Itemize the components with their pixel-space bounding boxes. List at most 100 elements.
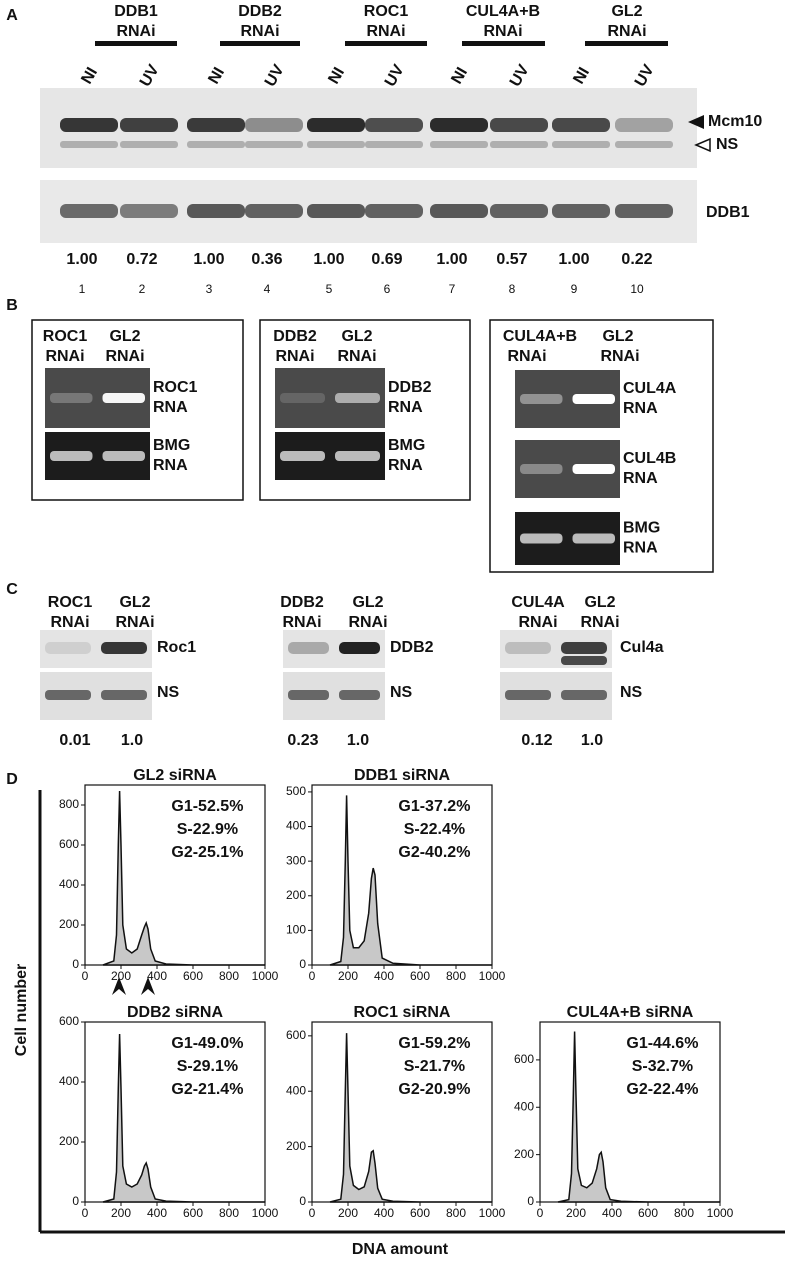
band (365, 118, 423, 132)
plot-frame (311, 1021, 493, 1203)
histogram-curve (102, 1033, 265, 1203)
header-label: DDB2 (273, 328, 317, 345)
plot-frame (539, 1021, 721, 1203)
x-tick-label: 200 (111, 1206, 131, 1220)
cell-cycle-stat: G2-40.2% (398, 844, 470, 861)
band (552, 118, 610, 132)
x-tick-label: 400 (147, 1206, 167, 1220)
gel-band (280, 451, 325, 461)
x-tick-label: 200 (111, 969, 131, 983)
band (490, 118, 548, 132)
gel-band (572, 533, 615, 544)
band (490, 141, 548, 148)
x-tick-label: 600 (638, 1206, 658, 1220)
x-tick-label: 800 (219, 1206, 239, 1220)
cell-cycle-stat: S-22.4% (404, 821, 465, 838)
group-label: RNAi (483, 23, 522, 40)
lane-label: UV (382, 62, 408, 90)
quantity: 0.72 (126, 251, 157, 268)
band (365, 204, 423, 218)
gel-label: CUL4A (623, 380, 677, 397)
band-label: Roc1 (157, 639, 196, 656)
histogram-curve (557, 1031, 720, 1203)
x-tick-label: 0 (309, 1206, 316, 1220)
cell-cycle-stat: S-29.1% (177, 1058, 238, 1075)
header-label: RNAi (337, 348, 376, 365)
band (430, 204, 488, 218)
group-label: RNAi (116, 23, 155, 40)
quantity: 0.01 (59, 732, 90, 749)
band (288, 690, 329, 700)
gel-band (102, 393, 145, 403)
cell-cycle-stat: G1-49.0% (171, 1035, 243, 1052)
y-tick-label: 400 (59, 877, 79, 891)
histogram-curve (329, 1033, 492, 1203)
box (259, 319, 471, 501)
lane-number: 6 (384, 282, 391, 296)
band-label: Mcm10 (708, 113, 762, 130)
y-tick-label: 200 (59, 1134, 79, 1148)
quantity: 0.69 (371, 251, 402, 268)
lane-label: UV (137, 62, 163, 90)
y-axis-title: Cell number (13, 964, 30, 1056)
header-label: RNAi (45, 348, 84, 365)
x-axis-title: DNA amount (352, 1241, 449, 1258)
x-tick-label: 400 (602, 1206, 622, 1220)
band-label: NS (157, 684, 180, 701)
cell-cycle-stat: G1-59.2% (398, 1035, 470, 1052)
x-tick-label: 1000 (252, 1206, 279, 1220)
gel-band (572, 394, 615, 404)
y-tick-label: 400 (286, 819, 306, 833)
lane-number: 10 (630, 282, 644, 296)
quantity: 1.00 (193, 251, 224, 268)
y-tick-label: 600 (59, 837, 79, 851)
histogram-curve (102, 790, 265, 966)
gel-label: CUL4B (623, 450, 676, 467)
band (307, 141, 365, 148)
y-tick-label: 600 (59, 1014, 79, 1028)
header-label: ROC1 (48, 594, 93, 611)
x-tick-label: 0 (309, 969, 316, 983)
group-bar (462, 41, 545, 46)
band-label: DDB2 (390, 639, 434, 656)
quantity: 1.00 (66, 251, 97, 268)
group-bar (220, 41, 300, 46)
quantity: 0.12 (521, 732, 552, 749)
x-tick-label: 1000 (479, 1206, 506, 1220)
gel-label: BMG (623, 520, 660, 537)
gel-band (102, 451, 145, 461)
gel-label: BMG (388, 437, 425, 454)
cell-cycle-stat: G2-22.4% (626, 1081, 698, 1098)
header-label: GL2 (602, 328, 633, 345)
band (561, 656, 607, 665)
band (552, 204, 610, 218)
panel-label: D (6, 771, 18, 788)
arrowhead (688, 115, 704, 129)
x-tick-label: 0 (82, 969, 89, 983)
band (561, 642, 607, 654)
y-tick-label: 200 (59, 917, 79, 931)
band (505, 642, 551, 654)
y-tick-label: 800 (59, 797, 79, 811)
x-tick-label: 400 (147, 969, 167, 983)
band (101, 690, 147, 700)
x-tick-label: 1000 (252, 969, 279, 983)
lane-label: UV (507, 62, 533, 90)
x-tick-label: 800 (219, 969, 239, 983)
header-label: DDB2 (280, 594, 324, 611)
y-tick-label: 0 (299, 957, 306, 971)
x-tick-label: 200 (338, 969, 358, 983)
band (561, 690, 607, 700)
cell-cycle-stat: S-32.7% (632, 1058, 693, 1075)
chart-title: DDB2 siRNA (127, 1004, 223, 1021)
cell-cycle-stat: G1-44.6% (626, 1035, 698, 1052)
header-label: CUL4A (511, 594, 565, 611)
header-label: CUL4A+B (503, 328, 577, 345)
lane-label: NI (570, 65, 593, 87)
x-tick-label: 0 (537, 1206, 544, 1220)
gel-band (335, 393, 380, 403)
header-label: GL2 (584, 594, 615, 611)
chart-title: DDB1 siRNA (354, 767, 450, 784)
x-tick-label: 400 (374, 969, 394, 983)
